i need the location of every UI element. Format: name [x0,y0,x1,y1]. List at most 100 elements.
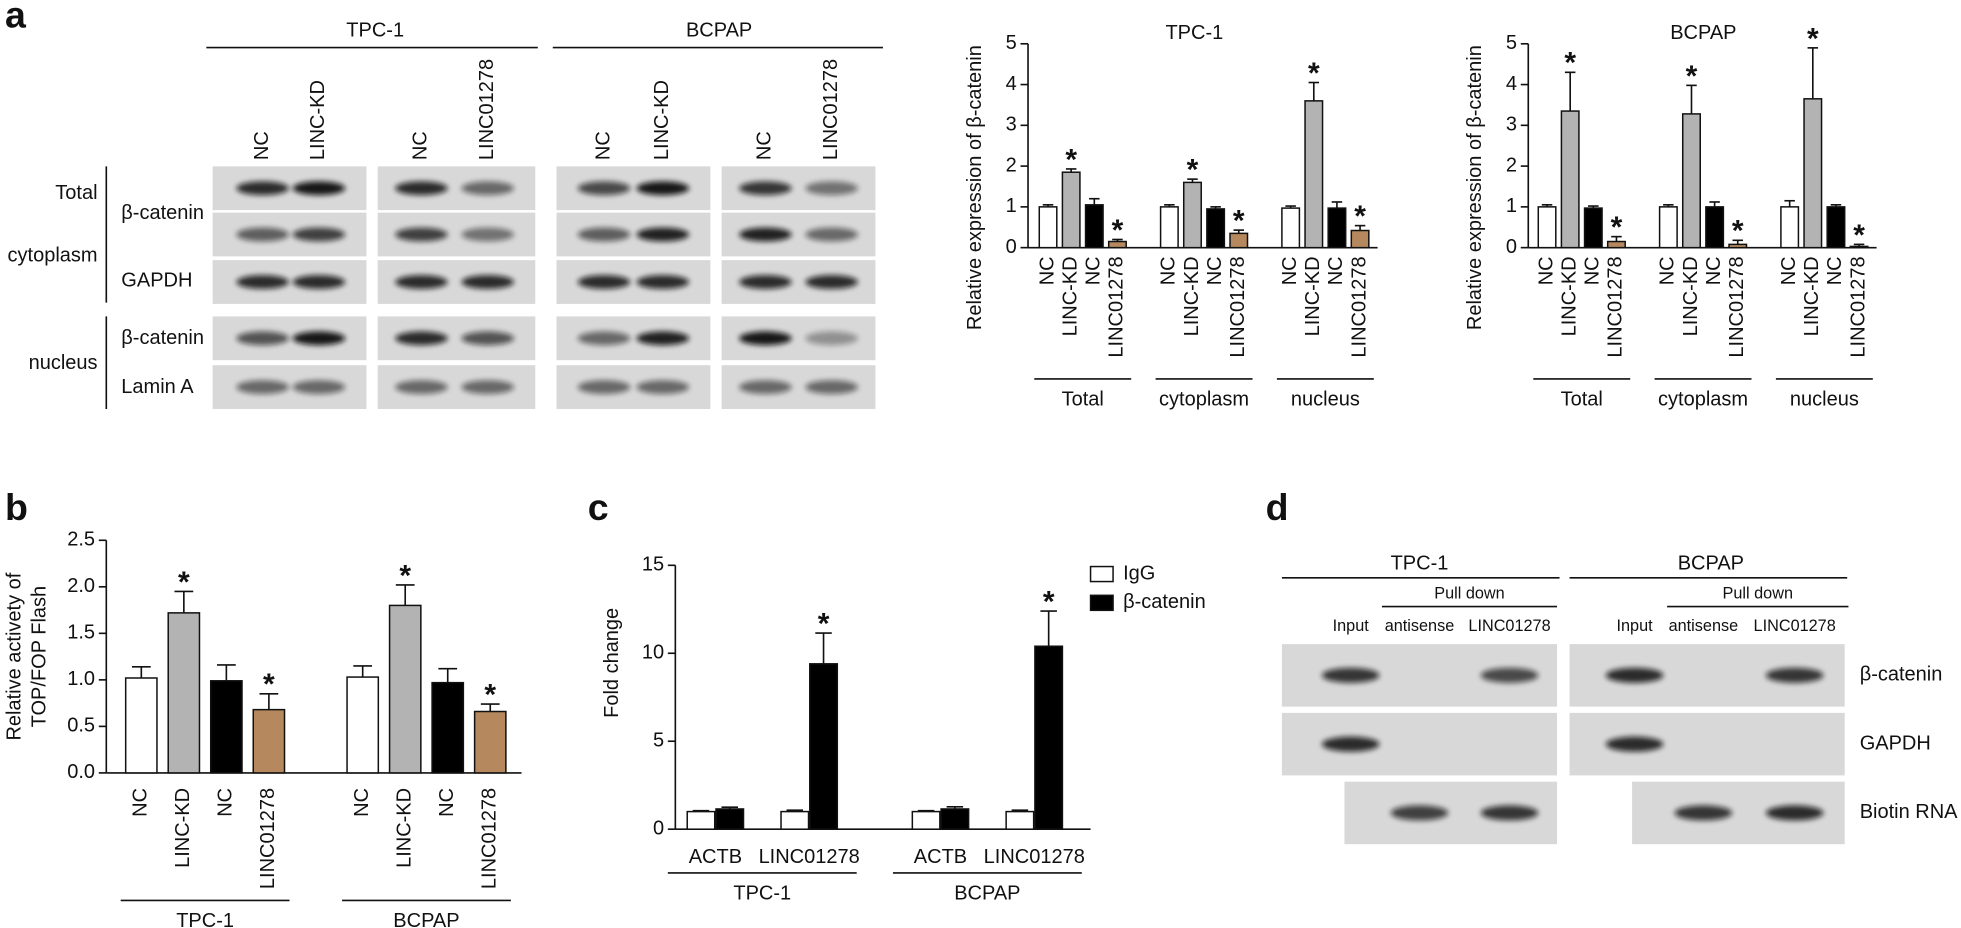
y-tick-label: 3 [1006,114,1017,136]
blot-band [805,181,858,196]
blot-band [739,380,792,394]
x-tick-label: NC [1036,256,1058,285]
bar [1206,208,1226,249]
x-tick-label: NC [1778,256,1800,285]
x-tick-label: NC [130,788,152,817]
bar [686,810,716,830]
group-label: Total [1561,388,1603,410]
protein-label: GAPDH [121,270,192,292]
panel-label: d [1266,486,1289,528]
bar [1281,207,1301,249]
x-tick-label: LINC01278 [1605,256,1627,357]
y-axis-label: Relative activety of [3,572,25,740]
y-tick-label: 2 [1506,154,1517,176]
bar [1304,100,1324,249]
bar [1780,206,1800,249]
cell-line-label: TPC-1 [346,20,404,42]
y-tick-label: 2 [1006,154,1017,176]
bar [1061,171,1081,249]
blot-band [236,275,289,289]
y-tick-label: 5 [1506,32,1517,54]
lane-label: NC [754,131,776,160]
significance: * [484,678,496,711]
fraction-label: Total [55,182,97,204]
y-tick-label: 1 [1006,195,1017,217]
x-tick-label: LINC01278 [984,846,1085,868]
blot-band [292,380,346,394]
lane-label: NC [592,131,614,160]
blot-band [805,275,858,289]
bar [940,808,970,830]
significance: * [1611,211,1623,244]
blot-band [461,275,515,289]
bar [1327,207,1347,249]
row-label: β-catenin [1860,664,1943,686]
x-tick-label: ACTB [689,846,742,868]
bar [809,663,839,830]
significance: * [1354,200,1366,233]
y-tick-label: 1 [1506,195,1517,217]
bar [346,676,380,774]
y-tick-label: 0 [1006,236,1017,258]
y-tick-label: 5 [653,730,664,752]
x-tick-label: NC [215,788,237,817]
x-tick-label: LINC01278 [257,788,279,889]
lane-label: LINC01278 [476,59,498,160]
x-tick-label: NC [1279,256,1301,285]
blot-band [577,227,631,242]
bar [911,810,941,830]
lane-label: LINC01278 [1754,617,1836,635]
cell-line-label: BCPAP [1678,552,1744,574]
blot-band [805,331,858,346]
x-tick-label: LINC01278 [759,846,860,868]
bar [431,681,465,774]
row-label: GAPDH [1860,732,1931,754]
blot-band [636,275,690,289]
blot-band [805,380,858,394]
bar [1229,232,1249,249]
group-label: cytoplasm [1658,388,1748,410]
panel-label: b [5,486,28,528]
bar [1038,206,1058,249]
group-label: TPC-1 [733,883,791,905]
significance: * [1065,143,1077,176]
chart-title: TPC-1 [1165,22,1223,44]
cell-line-label: BCPAP [686,20,752,42]
y-tick-label: 2.5 [67,529,95,551]
y-axis-label: Relative expression of β-catenin [964,45,986,330]
bar [1537,206,1557,249]
blot-band [236,331,289,346]
legend-label: β-catenin [1123,591,1206,613]
blot-band [1605,667,1664,683]
bar [1826,206,1846,249]
pull-down-label: Pull down [1434,584,1504,602]
lane-label: Input [1333,617,1370,635]
x-tick-label: LINC-KD [172,788,194,868]
blot-band [636,227,690,242]
legend-swatch [1089,594,1114,612]
significance: * [1853,219,1865,252]
x-tick-label: NC [1657,256,1679,285]
bar [1705,206,1725,249]
x-tick-label: LINC-KD [1558,256,1580,336]
blot-band [395,380,448,394]
blot-band [739,227,792,242]
significance: * [1043,585,1055,618]
bar [252,708,286,774]
x-tick-label: LINC01278 [1227,256,1249,357]
blot-band [395,331,448,346]
y-tick-label: 0.5 [67,715,95,737]
group-label: TPC-1 [176,910,234,928]
y-tick-label: 15 [642,554,664,576]
bar [1107,240,1127,249]
bar [1803,98,1823,249]
y-tick-label: 4 [1006,73,1017,95]
x-tick-label: NC [1083,256,1105,285]
lane-label: LINC01278 [820,59,842,160]
blot-band [236,227,289,242]
group-label: BCPAP [954,883,1020,905]
x-tick-label: NC [1325,256,1347,285]
x-tick-label: LINC-KD [1680,256,1702,336]
x-tick-label: NC [1535,256,1557,285]
blot-band [1390,805,1449,821]
